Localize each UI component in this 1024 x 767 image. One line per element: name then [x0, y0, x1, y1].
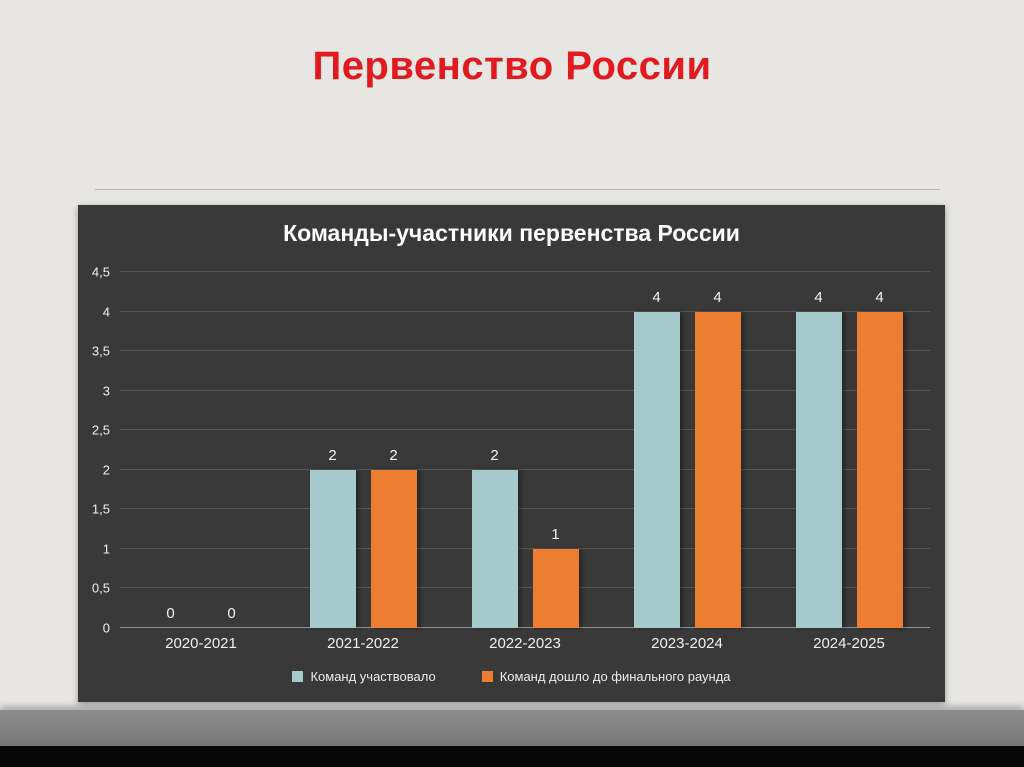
bar: 4: [795, 289, 842, 628]
bar: 2: [370, 447, 417, 628]
legend: Команд участвовало Команд дошло до финаль…: [78, 669, 945, 684]
gridline: [120, 271, 930, 272]
bar: 4: [856, 289, 903, 628]
x-tick-label: 2021-2022: [327, 635, 399, 652]
y-tick-label: 2,5: [91, 422, 110, 438]
gridline: [120, 468, 930, 470]
legend-swatch-icon: [481, 671, 493, 682]
legend-item: Команд участвовало: [292, 669, 436, 684]
x-axis: 2020-2021 2021-2022 2022-2023 2023-2024 2024…: [120, 635, 930, 659]
bar: 2: [471, 447, 518, 628]
separator-line: [95, 189, 940, 190]
y-tick-label: 4: [102, 304, 110, 320]
gridline: [120, 587, 930, 589]
y-tick-label: 0: [102, 620, 110, 636]
legend-item: Команд дошло до финального раунда: [481, 669, 731, 684]
bar-value-label: 4: [875, 288, 884, 306]
gridline: [120, 429, 930, 431]
bottom-bar-gray: [0, 710, 1024, 746]
gridline: [120, 350, 930, 352]
bar: 2: [309, 447, 356, 628]
bar: 4: [633, 289, 680, 628]
bar-value-label: 2: [389, 446, 398, 464]
y-tick-label: 1,5: [91, 501, 110, 517]
y-axis: 4,5 4 3,5 3 2,5 2 1,5 1 0,5 0: [78, 265, 114, 636]
x-tick-label: 2022-2023: [489, 635, 561, 652]
x-tick-label: 2023-2024: [651, 635, 723, 652]
legend-label: Команд дошло до финального раунда: [499, 669, 731, 684]
y-tick-label: 0,5: [91, 580, 110, 596]
bottom-bar-black: [0, 746, 1024, 767]
slide-title: Первенство России: [312, 44, 712, 88]
gridline: [120, 508, 930, 510]
bar-value-label: 0: [166, 605, 175, 622]
x-tick-label: 2024-2025: [813, 635, 885, 652]
gridline: [120, 627, 930, 628]
bar: 4: [694, 289, 741, 628]
y-tick-label: 2: [102, 462, 110, 478]
bar-value-label: 4: [814, 288, 823, 306]
bar: 1: [532, 526, 579, 628]
gridline: [120, 389, 930, 391]
chart-title: Команды-участники первенства России: [283, 220, 740, 246]
bar-value-label: 4: [652, 288, 661, 306]
bar-value-label: 2: [328, 446, 337, 464]
legend-swatch-icon: [292, 671, 304, 682]
gridline: [120, 310, 930, 312]
bar-value-label: 4: [713, 288, 722, 306]
gridline: [120, 547, 930, 549]
y-tick-label: 4,5: [91, 264, 110, 280]
legend-label: Команд участвовало: [310, 669, 436, 684]
y-tick-label: 1: [102, 541, 110, 557]
chart-panel: Команды-участники первенства России 4,5 4…: [78, 205, 945, 702]
bar-value-label: 1: [551, 525, 560, 543]
bar-value-label: 2: [490, 446, 499, 464]
y-tick-label: 3: [102, 383, 110, 399]
y-tick-label: 3,5: [91, 343, 110, 359]
bar-value-label: 0: [227, 605, 236, 622]
x-tick-label: 2020-2021: [165, 635, 237, 652]
